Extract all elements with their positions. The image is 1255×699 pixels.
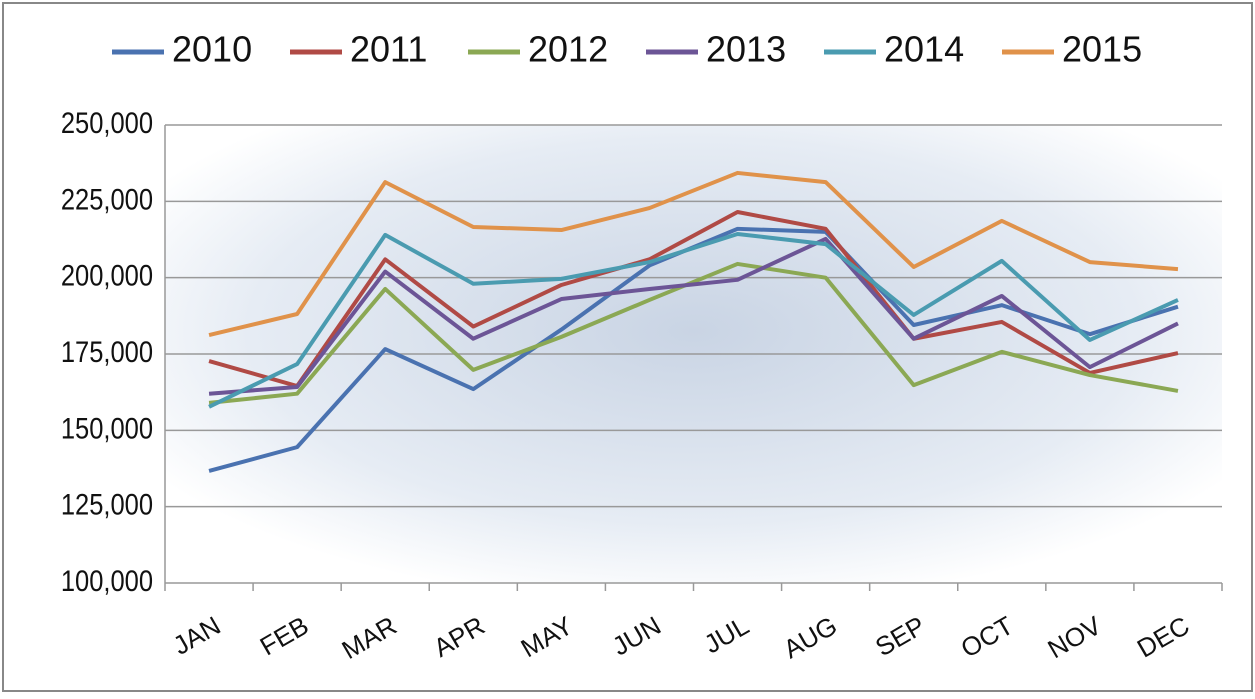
legend-label: 2014: [884, 29, 964, 70]
y-tick-label: 225,000: [61, 182, 153, 215]
y-tick-label: 125,000: [61, 488, 153, 521]
series-line: [208, 210, 1179, 389]
y-tick-label: 175,000: [61, 335, 153, 368]
series-line: [208, 261, 1179, 405]
legend-label: 2013: [706, 29, 786, 70]
series-line: [208, 232, 1179, 409]
series-line: [208, 236, 1179, 396]
legend-label: 2012: [528, 29, 608, 70]
legend-label: 2015: [1062, 29, 1142, 70]
y-tick-label: 250,000: [61, 106, 153, 139]
legend-label: 2011: [350, 29, 427, 70]
y-tick-label: 200,000: [61, 259, 153, 292]
y-tick-label: 150,000: [61, 411, 153, 444]
y-tick-label: 100,000: [61, 564, 153, 597]
legend-label: 2010: [172, 29, 252, 70]
series-line: [208, 170, 1179, 338]
